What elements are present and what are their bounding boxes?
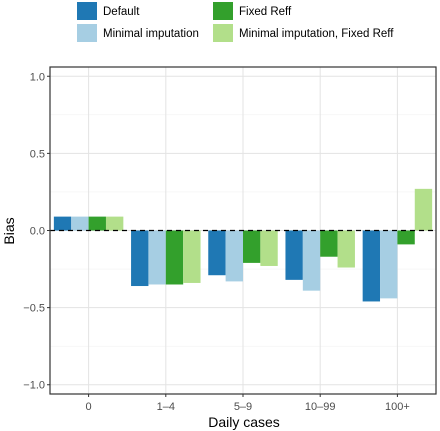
plot-area	[49, 66, 437, 395]
y-tick-label: −0.5	[23, 303, 45, 315]
bar-minimal-imputation-fixed-reff-4	[414, 188, 433, 231]
bar-fixed-reff-2	[243, 230, 261, 263]
y-tick-label: 0.5	[30, 148, 45, 160]
x-tick-label: 5–9	[234, 401, 252, 413]
y-tick-label: 0.0	[30, 226, 45, 238]
x-axis-ticks: 0 1–4 5–9 10–99 100+	[86, 394, 410, 413]
bar-minimal-imputation-0	[71, 216, 89, 231]
bar-default-2	[208, 230, 226, 276]
x-tick-label: 0	[86, 401, 92, 413]
legend-swatch	[213, 2, 233, 20]
legend-label: Default	[103, 6, 140, 18]
bar-minimal-imputation-2	[225, 230, 243, 282]
y-tick-label: −1.0	[23, 380, 45, 392]
bar-default-1	[131, 230, 149, 287]
x-axis-title: Daily cases	[208, 414, 280, 430]
bar-default-0	[53, 216, 72, 231]
x-tick-label: 1–4	[157, 401, 175, 413]
bars	[53, 188, 433, 302]
x-tick-label: 100+	[385, 401, 410, 413]
legend-label: Minimal imputation	[103, 28, 199, 40]
bar-default-4	[362, 230, 381, 302]
legend: Default Minimal imputation Fixed Reff Minim…	[77, 2, 394, 42]
y-axis-title: Bias	[1, 217, 17, 244]
legend-label: Minimal imputation, Fixed Reff	[239, 28, 394, 40]
bar-fixed-reff-4	[397, 230, 415, 245]
bar-minimal-imputation-3	[302, 230, 321, 291]
y-axis-ticks: −1.0 −0.5 0.0 0.5 1.0	[23, 71, 50, 392]
bar-fixed-reff-3	[320, 230, 338, 257]
y-tick-label: 1.0	[30, 71, 45, 83]
bar-default-3	[285, 230, 303, 280]
legend-swatch	[77, 24, 97, 42]
bar-minimal-imputation-4	[380, 230, 398, 299]
bar-minimal-imputation-fixed-reff-1	[183, 230, 201, 283]
bar-minimal-imputation-fixed-reff-3	[337, 230, 355, 268]
x-tick-label: 10–99	[305, 401, 336, 413]
legend-swatch	[213, 24, 233, 42]
bar-fixed-reff-0	[88, 216, 106, 231]
bar-minimal-imputation-fixed-reff-0	[105, 216, 124, 231]
legend-label: Fixed Reff	[239, 6, 292, 18]
legend-swatch	[77, 2, 97, 20]
bar-fixed-reff-1	[165, 230, 184, 285]
bar-minimal-imputation-fixed-reff-2	[260, 230, 278, 266]
bar-minimal-imputation-1	[148, 230, 166, 285]
